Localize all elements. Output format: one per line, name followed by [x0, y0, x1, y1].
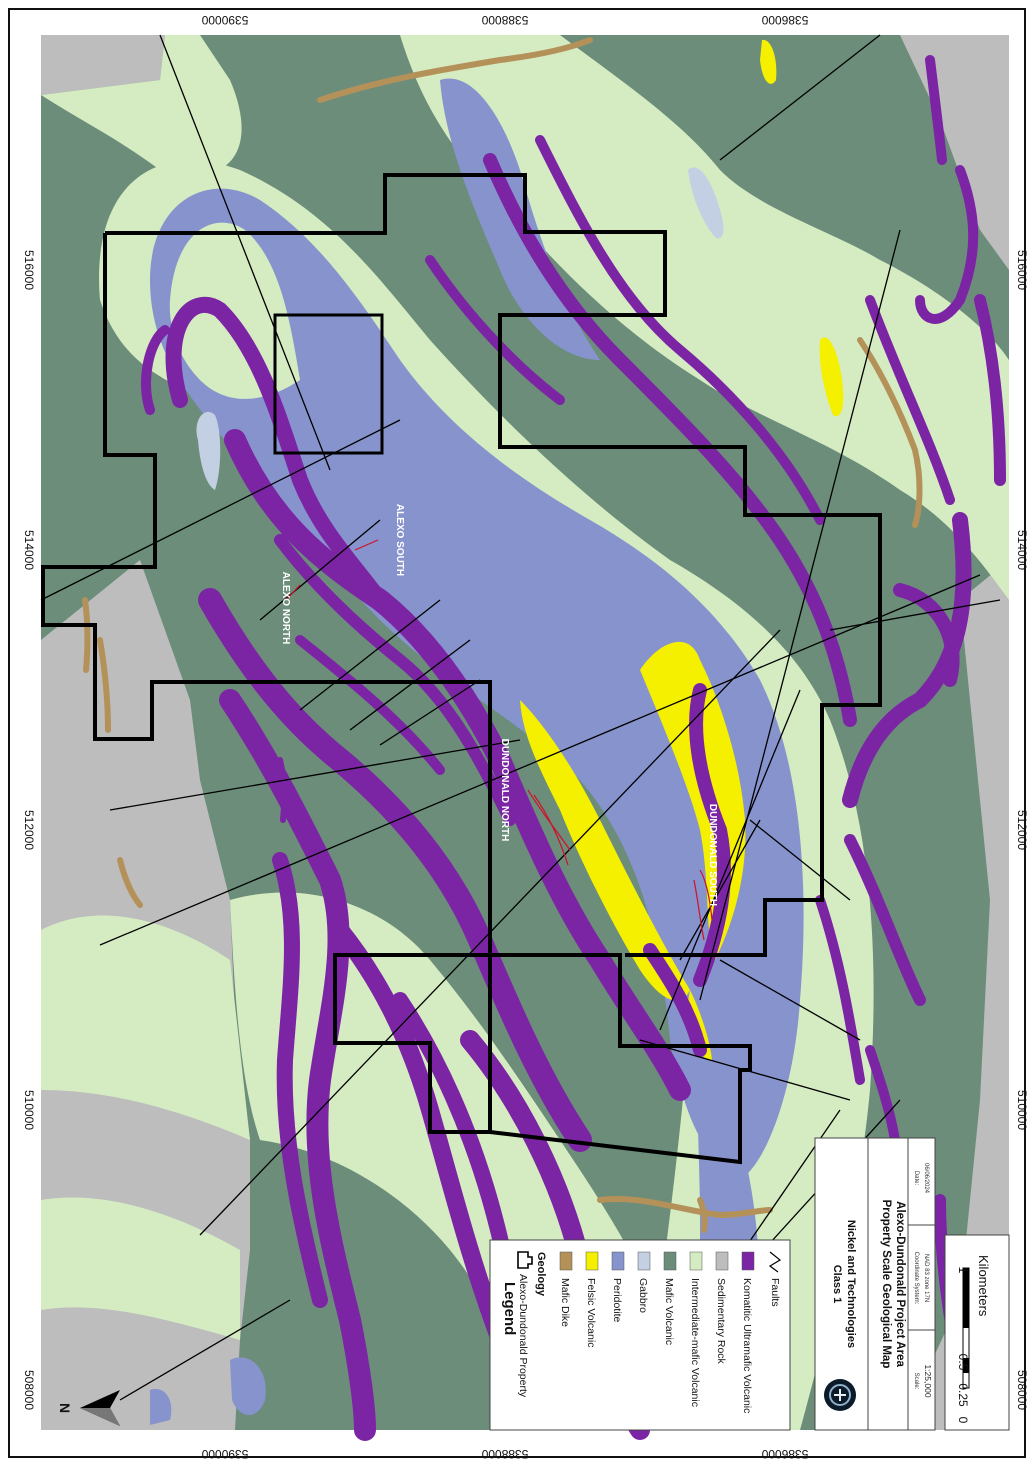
- map-title: Property Scale Geological Map: [880, 1200, 892, 1369]
- label-alexo-south: ALEXO SOUTH: [394, 504, 405, 576]
- legend-swatch: [637, 1251, 651, 1271]
- scale-tick-1: 1: [956, 1267, 970, 1274]
- property-inner-block: [273, 313, 384, 455]
- legend: Legend Alexo-Dundonald Property Geology …: [489, 1239, 791, 1431]
- legend-item-label: Gabbro: [637, 1278, 649, 1313]
- mafic-dikes: [82, 37, 923, 1233]
- scale-caption: Scale:: [913, 1373, 919, 1390]
- company-logo: [824, 1379, 856, 1411]
- easting-label-top: 514000: [22, 530, 36, 570]
- legend-property-icon: [517, 1251, 533, 1269]
- deposit-traces: [285, 539, 713, 941]
- easting-label-top: 510000: [22, 1090, 36, 1130]
- legend-geology-header: Geology: [535, 1252, 547, 1297]
- northing-label-bottom: 5388000: [481, 1447, 528, 1461]
- legend-item-label: Mafic Dike: [559, 1278, 571, 1327]
- north-arrow: N: [57, 1390, 120, 1426]
- area-name: Alexo-Dundonald Project Area: [894, 1201, 906, 1367]
- legend-swatch: [585, 1251, 599, 1271]
- easting-label-top: 516000: [22, 250, 36, 290]
- legend-item-label: Komatitic Ultramafic Volcanic: [741, 1278, 753, 1413]
- easting-label-bottom: 508000: [1015, 1370, 1029, 1410]
- legend-swatch: [741, 1251, 755, 1271]
- legend-item-label: Intermediate-mafic Volcanic: [689, 1278, 701, 1407]
- title-block: Class 1 Nickel and Technologies Property…: [814, 1137, 936, 1431]
- scale-tick-025: 0.25: [956, 1383, 970, 1407]
- legend-item-label: Sedimentary Rock: [715, 1278, 727, 1365]
- scale-tick-0: 0: [956, 1417, 970, 1424]
- legend-item-label: Peridotite: [611, 1278, 623, 1323]
- label-dundonald-south: DUNDONALD SOUTH: [707, 804, 718, 906]
- legend-swatch: [663, 1251, 677, 1271]
- scale-bar: 0 0.25 0.5 1 Kilometers: [944, 1234, 1010, 1431]
- legend-item-label: Felsic Volcanic: [585, 1278, 597, 1347]
- northing-label-top: 5388000: [481, 13, 528, 27]
- gabbro-bodies: [196, 167, 724, 490]
- coord-value: NAD 83 zone 17N: [923, 1254, 929, 1302]
- legend-swatch: [611, 1251, 625, 1271]
- north-label: N: [57, 1403, 73, 1413]
- northing-label-top: 5390000: [201, 13, 248, 27]
- northing-labels-right: 5390000 5388000 5386000: [201, 1447, 808, 1461]
- property-boundary: [41, 233, 752, 1165]
- easting-label-top: 512000: [22, 810, 36, 850]
- company-name: Nickel and Technologies: [845, 1220, 857, 1348]
- legend-property-label: Alexo-Dundonald Property: [517, 1274, 529, 1398]
- easting-labels-top: 516000 514000 512000 510000 508000: [22, 250, 36, 1410]
- easting-label-bottom: 516000: [1015, 250, 1029, 290]
- northing-labels-left: 5390000 5388000 5386000: [201, 13, 808, 27]
- legend-title: Legend: [501, 1282, 518, 1335]
- legend-item-label: Mafic Volcanic: [663, 1278, 675, 1345]
- legend-swatch: [559, 1251, 573, 1271]
- legend-faults-label: Faults: [769, 1278, 781, 1307]
- legend-swatch: [715, 1251, 729, 1271]
- legend-swatch: [689, 1251, 703, 1271]
- northing-label-top: 5386000: [761, 13, 808, 27]
- property-boundary-east: [105, 173, 882, 957]
- label-alexo-north: ALEXO NORTH: [280, 572, 291, 645]
- northing-label-bottom: 5390000: [201, 1447, 248, 1461]
- legend-fault-icon: [768, 1251, 782, 1273]
- label-dundonald-north: DUNDONALD NORTH: [499, 739, 510, 842]
- coord-caption: Coordinate System:: [913, 1252, 919, 1305]
- easting-label-bottom: 512000: [1015, 810, 1029, 850]
- date-caption: Date:: [913, 1171, 919, 1186]
- easting-labels-bottom: 516000 514000 512000 510000 508000: [1015, 250, 1029, 1410]
- legend-box: [489, 1239, 791, 1431]
- easting-label-bottom: 514000: [1015, 530, 1029, 570]
- easting-label-top: 508000: [22, 1370, 36, 1410]
- class-line: Class 1: [831, 1265, 843, 1304]
- scale-value: 1:25,000: [923, 1364, 933, 1397]
- easting-label-bottom: 510000: [1015, 1090, 1029, 1130]
- scale-unit: Kilometers: [976, 1255, 991, 1317]
- northing-label-bottom: 5386000: [761, 1447, 808, 1461]
- scale-tick-05: 0.5: [956, 1354, 970, 1371]
- date-value: 06/06/2024: [923, 1163, 929, 1194]
